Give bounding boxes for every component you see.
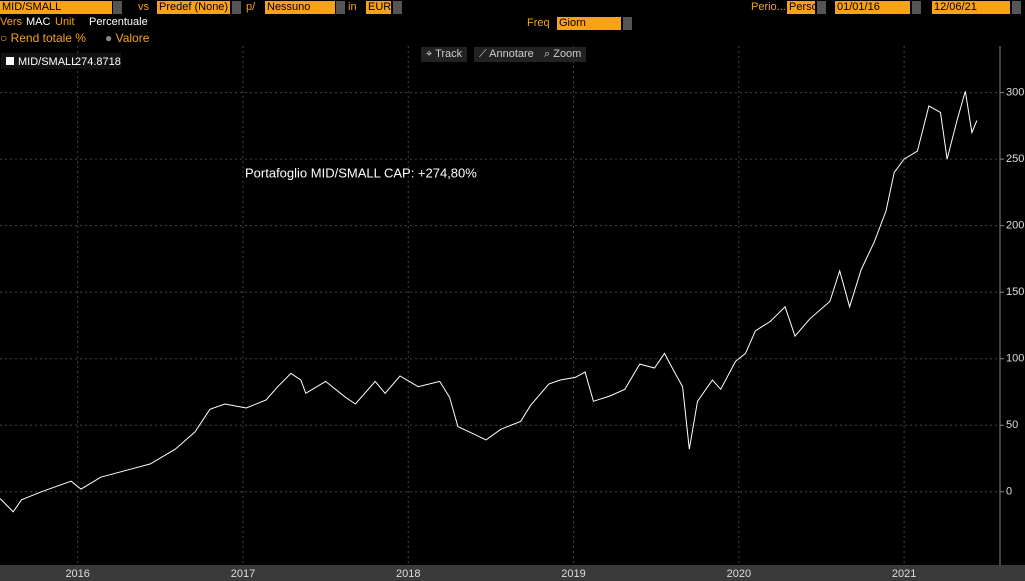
x-tick-label: 2021 — [892, 568, 916, 580]
y-tick-label: 200 — [1006, 220, 1024, 232]
x-tick-label: 2020 — [727, 568, 751, 580]
radio-label: Rend totale % — [10, 31, 86, 45]
y-tick-label: 300 — [1006, 86, 1024, 98]
value[interactable]: MAC — [26, 16, 51, 28]
label: in — [348, 1, 357, 13]
calendar[interactable] — [1012, 1, 1021, 14]
annotation: Portafoglio MID/SMALL CAP: +274,80% — [245, 165, 477, 180]
currency-field[interactable]: EUR — [366, 1, 391, 14]
radio-total[interactable]: ○ Rend totale % — [0, 31, 86, 45]
dropdown[interactable] — [623, 17, 632, 30]
label: Vers — [0, 16, 23, 28]
button-label: Zoom — [553, 48, 582, 60]
freq-field[interactable]: Giorn — [557, 17, 621, 30]
dropdown[interactable] — [232, 1, 241, 14]
button-label: Annotare — [489, 48, 534, 60]
start-field[interactable]: 01/01/16 — [835, 1, 910, 14]
legend — [1, 53, 121, 69]
end-field[interactable]: 12/06/21 — [932, 1, 1010, 14]
x-tick-label: 2016 — [65, 568, 89, 580]
radio-label: Valore — [115, 31, 150, 45]
y-tick-label: 50 — [1006, 419, 1018, 431]
dropdown[interactable] — [113, 1, 122, 14]
legend-value: 274.8718 — [75, 56, 121, 68]
label: p/ — [246, 1, 256, 13]
series-line — [0, 91, 978, 513]
label: Freq — [527, 17, 550, 29]
y-tick-label: 0 — [1006, 486, 1012, 498]
legend-swatch — [6, 57, 14, 65]
period-field[interactable]: Perso — [787, 1, 815, 14]
annotate-button[interactable]: ⟋ Annotare — [474, 47, 539, 62]
dropdown[interactable] — [336, 1, 345, 14]
value[interactable]: Percentuale — [89, 16, 148, 28]
label: Perio... — [751, 1, 786, 13]
x-tick-label: 2017 — [231, 568, 255, 580]
y-tick-label: 250 — [1006, 153, 1024, 165]
x-axis-band — [0, 565, 1025, 581]
vs-field[interactable]: Predef (None) — [157, 1, 230, 14]
button-label: Track — [435, 48, 463, 60]
label: Unit — [55, 16, 75, 28]
radio-value[interactable]: ● Valore — [105, 31, 150, 45]
label: vs — [138, 1, 149, 13]
security-field[interactable]: MID/SMALL — [0, 1, 112, 14]
dropdown[interactable] — [393, 1, 402, 14]
zoom-button[interactable]: ⌕ Zoom — [539, 47, 587, 62]
dropdown[interactable] — [817, 1, 826, 14]
per-field[interactable]: Nessuno — [265, 1, 335, 14]
y-tick-label: 100 — [1006, 353, 1024, 365]
legend-label: MID/SMALL — [18, 56, 77, 68]
calendar[interactable] — [912, 1, 921, 14]
track-button[interactable]: ⌖ Track — [421, 47, 468, 62]
x-tick-label: 2018 — [396, 568, 420, 580]
x-tick-label: 2019 — [561, 568, 585, 580]
y-tick-label: 150 — [1006, 286, 1024, 298]
